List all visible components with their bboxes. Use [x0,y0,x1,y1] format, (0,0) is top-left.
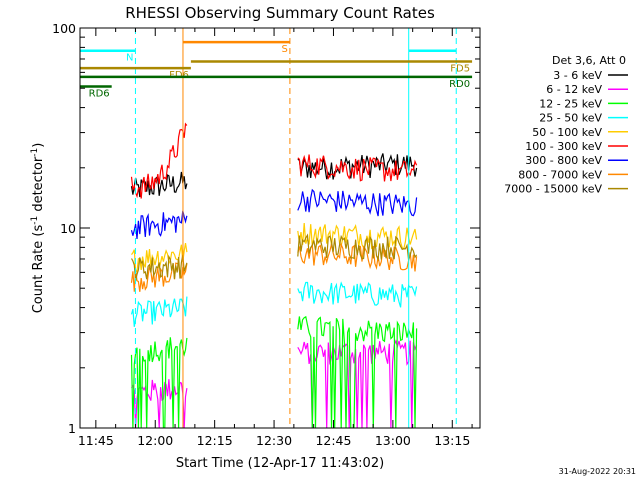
series-line-100-300-kev [130,122,188,199]
x-axis-label: Start Time (12-Apr-17 11:43:02) [176,456,384,471]
series-line-12-25-kev [130,337,188,428]
series-line-300-800-kev [130,210,188,240]
series-line-300-800-kev [297,188,418,217]
x-tick-label: 13:15 [434,433,470,448]
legend-label: 800 - 7000 keV [518,168,602,181]
series-line-100-300-kev [297,154,418,182]
flag-label-fd5: FD5 [450,63,470,74]
legend-label: 100 - 300 keV [525,140,602,153]
flag-label-rd6: RD6 [89,88,110,99]
x-tick-label: 13:00 [375,433,411,448]
data-layer [130,122,418,428]
series-line-25-50-kev [130,296,188,327]
legend-label: 3 - 6 keV [553,69,602,82]
x-tick-label: 12:45 [315,433,351,448]
y-tick-label: 100 [52,21,76,36]
y-tick-label: 1 [68,421,76,436]
chart-title: RHESSI Observing Summary Count Rates [125,4,435,22]
x-tick-label: 12:15 [197,433,233,448]
flag-label-rd0: RD0 [449,79,470,90]
legend-label: 300 - 800 keV [525,154,602,167]
x-tick-label: 11:45 [78,433,114,448]
x-tick-label: 12:00 [137,433,173,448]
series-line-50-100-kev [297,223,418,251]
series-line-3-6-kev [130,171,188,198]
x-tick-label: 12:30 [256,433,292,448]
legend-label: 7000 - 15000 keV [504,183,602,196]
series-line-25-50-kev [297,281,418,308]
timestamp: 31-Aug-2022 20:31 [559,467,636,476]
legend-title: Det 3,6, Att 0 [552,54,626,67]
legend-label: 12 - 25 keV [539,97,602,110]
series-line-3-6-kev [297,153,418,180]
y-tick-label: 10 [60,221,76,236]
flag-label-n: N [126,53,133,64]
y-axis-label: Count Rate (s-1 detector-1) [30,143,46,314]
series-line-7000-15000-kev [130,254,188,281]
axis-layer: 11:45 12:00 12:15 12:30 12:45 13:00 13:15 1 10 10… [52,21,480,448]
series-line-7000-15000-kev [297,233,418,262]
legend-label: 25 - 50 keV [539,112,602,125]
legend-label: 50 - 100 keV [532,126,602,139]
series-line-12-25-kev [297,315,418,428]
flag-label-s: S [282,44,288,55]
legend-label: 6 - 12 keV [546,83,602,96]
